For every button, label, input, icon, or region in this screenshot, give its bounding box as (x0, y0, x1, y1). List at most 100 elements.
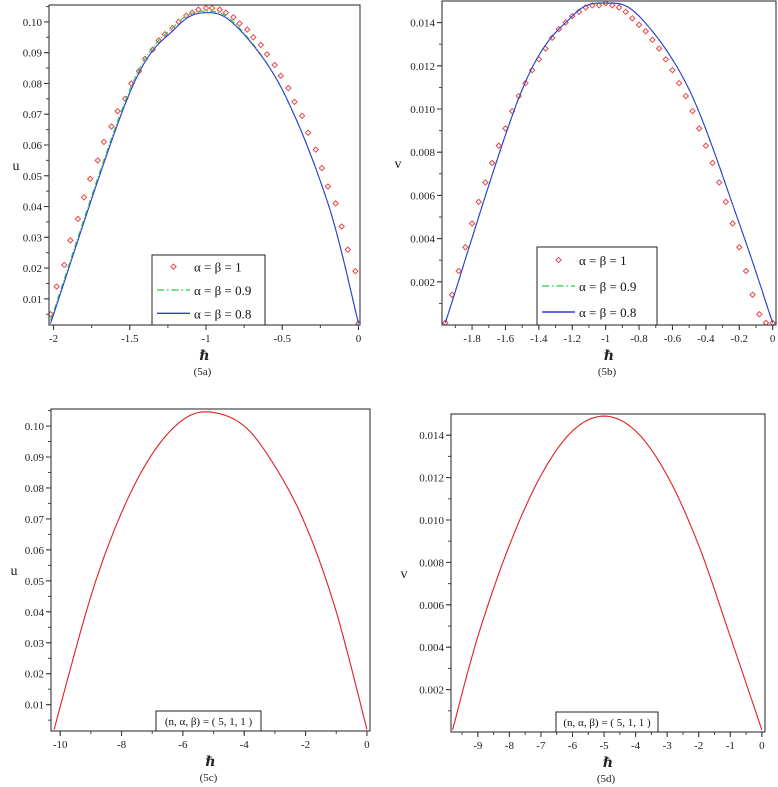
x-tick-label: 0 (364, 739, 370, 751)
y-tick-label: 0.03 (25, 638, 45, 650)
legend-label: α = β = 0.9 (194, 283, 251, 298)
y-tick-label: 0.07 (23, 109, 43, 121)
x-tick-label: -2 (694, 740, 703, 752)
series-line (49, 12, 360, 324)
x-tick-label: -4 (240, 739, 250, 751)
legend-label: α = β = 1 (194, 260, 242, 275)
y-tick-label: 0.04 (25, 607, 45, 619)
y-tick-label: 0.02 (23, 263, 42, 275)
x-axis: -10 -8 -6 -4 -2 0 (53, 731, 370, 751)
annotation-text: (n, α, β) = ( 5, 1, 1 ) (563, 717, 651, 729)
y-tick-label: 0.04 (23, 202, 43, 214)
legend-marker-diamond-icon (170, 263, 177, 270)
y-tick-label: 0.010 (419, 515, 444, 527)
x-tick-label: -4 (631, 740, 641, 752)
y-tick-label: 0.06 (23, 140, 43, 152)
chart-panel-5c: -10 -8 -6 -4 -2 0 0.01 0.02 0.03 0.04 0.05 0.06 0.07… (11, 408, 371, 784)
x-axis-label: ℏ (205, 755, 215, 770)
plot-area (53, 411, 368, 730)
x-tick-label: -6 (178, 739, 188, 751)
x-tick-label: -0.2 (731, 333, 748, 345)
y-tick-label: 0.006 (419, 600, 444, 612)
x-tick-label: 0 (356, 333, 362, 345)
x-tick-label: -1 (601, 333, 610, 345)
y-tick-label: 0.01 (23, 294, 42, 306)
y-tick-label: 0.02 (25, 669, 44, 681)
panel-caption: (5a) (194, 366, 212, 378)
x-tick-label: -1 (726, 740, 735, 752)
x-tick-label: 0 (770, 333, 776, 345)
plot-area (452, 415, 763, 731)
plot-area (49, 5, 360, 325)
y-tick-label: 0.006 (410, 190, 435, 202)
x-tick-label: -9 (473, 740, 483, 752)
y-tick-label: 0.004 (419, 642, 444, 654)
legend: α = β = 1 α = β = 0.9 α = β = 0.8 (151, 254, 266, 326)
y-tick-label: 0.09 (25, 452, 45, 464)
chart-panel-5d: -9 -8 -7 -6 -5 -4 -3 -2 -1 0 0.002 0.004 0.006 0.008 0… (401, 413, 766, 785)
x-tick-label: -1.4 (530, 333, 548, 345)
y-axis: 0.01 0.02 0.03 0.04 0.05 0.06 0.07 0.08 0.09 0.10 (23, 6, 49, 315)
x-tick-label: -1 (201, 333, 210, 345)
series-line (444, 2, 774, 323)
series-line (53, 411, 368, 730)
y-tick-label: 0.008 (410, 147, 435, 159)
plot-frame (50, 408, 371, 732)
x-tick-label: -1.2 (564, 333, 581, 345)
y-tick-label: 0.010 (410, 104, 435, 116)
y-tick-label: 0.002 (419, 685, 444, 697)
x-tick-label: -0.8 (630, 333, 648, 345)
x-tick-label: -1.5 (121, 333, 139, 345)
parameter-annotation: (n, α, β) = ( 5, 1, 1 ) (155, 710, 262, 732)
y-tick-label: 0.06 (25, 545, 45, 557)
series-markers-alpha-beta-1 (442, 1, 776, 325)
y-tick-label: 0.10 (25, 421, 45, 433)
x-tick-label: -2 (49, 333, 58, 345)
y-tick-label: 0.10 (23, 17, 43, 29)
panel-caption: (5b) (598, 366, 617, 378)
y-tick-label: 0.008 (419, 557, 444, 569)
y-tick-label: 0.08 (23, 78, 43, 90)
annotation-text: (n, α, β) = ( 5, 1, 1 ) (165, 716, 253, 728)
legend-label: α = β = 0.9 (579, 279, 636, 294)
x-tick-label: -7 (536, 740, 546, 752)
x-tick-label: -1.6 (497, 333, 515, 345)
x-tick-label: 0 (759, 740, 765, 752)
y-axis-label: v (401, 567, 408, 582)
y-axis: 0.002 0.004 0.006 0.008 0.010 0.012 0.014 (419, 430, 451, 712)
legend-marker-diamond-icon (555, 256, 562, 264)
plot-frame (450, 413, 766, 733)
y-tick-label: 0.05 (25, 576, 45, 588)
y-tick-label: 0.014 (410, 18, 435, 30)
x-tick-label: -10 (53, 739, 68, 751)
x-axis: -1.8 -1.6 -1.4 -1.2 -1 -0.8 -0.6 -0.4 -0.2 0 (454, 325, 776, 345)
chart-panel-5b: -1.8 -1.6 -1.4 -1.2 -1 -0.8 -0.6 -0.4 -0.2 0 0.002… (395, 0, 777, 378)
y-tick-label: 0.09 (23, 48, 43, 60)
y-tick-label: 0.012 (419, 473, 444, 485)
x-tick-label: -0.5 (274, 333, 292, 345)
x-tick-label: -8 (505, 740, 515, 752)
chart-panel-5a: -2 -1.5 -1 -0.5 00.010.020.030.040.050.060.0… (13, 4, 362, 378)
x-tick-label: -6 (568, 740, 578, 752)
panel-caption: (5c) (200, 772, 218, 784)
y-tick-label: 0.03 (23, 232, 43, 244)
y-axis: 0.002 0.004 0.006 0.008 0.010 0.012 0.014 (410, 18, 442, 304)
x-axis-label: ℏ (603, 756, 613, 771)
legend-label: α = β = 0.8 (194, 306, 251, 321)
y-tick-label: 0.08 (25, 483, 45, 495)
plot-area (442, 1, 776, 325)
x-tick-label: -1.8 (463, 333, 481, 345)
y-axis: 0.01 0.02 0.03 0.04 0.05 0.06 0.07 0.08 0.09 0.10 (25, 410, 51, 721)
x-tick-label: -0.4 (697, 333, 715, 345)
x-tick-label: -5 (599, 740, 609, 752)
x-axis: -9 -8 -7 -6 -5 -4 -3 -2 -1 0 (461, 732, 765, 752)
x-axis: -2 -1.5 -1 -0.5 0 (49, 325, 362, 345)
parameter-annotation: (n, α, β) = ( 5, 1, 1 ) (555, 711, 659, 733)
y-tick-label: 0.05 (23, 171, 43, 183)
y-axis-label: v (395, 157, 402, 172)
x-tick-label: -3 (663, 740, 673, 752)
legend-label: α = β = 0.8 (579, 305, 636, 320)
legend: α = β = 1 α = β = 0.9 α = β = 0.8 (536, 246, 658, 326)
y-axis-label: u (13, 159, 20, 174)
